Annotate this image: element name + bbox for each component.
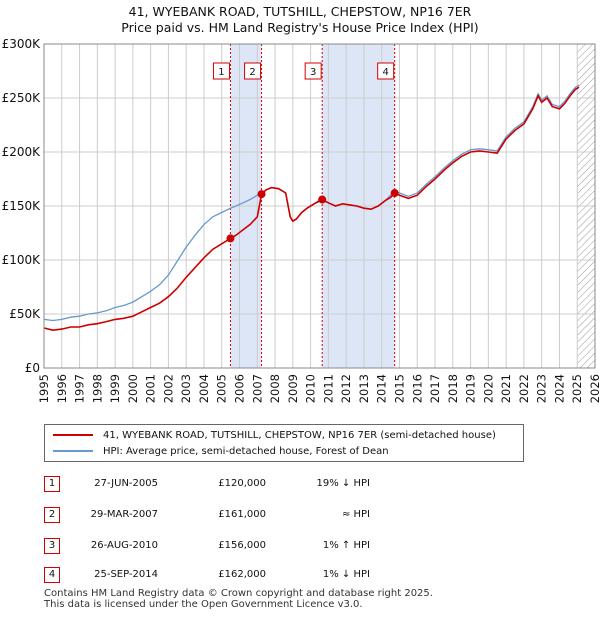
x-tick-label: 2023 [535, 374, 549, 403]
transaction-date: 27-JUN-2005 [94, 478, 158, 489]
footer: Contains HM Land Registry data © Crown c… [44, 588, 433, 610]
transaction-badge: 1 [44, 476, 60, 492]
x-tick-label: 1998 [90, 374, 104, 403]
y-tick-label: £50K [9, 307, 41, 321]
transaction-badge: 4 [44, 567, 60, 583]
x-tick-label: 2002 [161, 374, 175, 403]
x-tick-label: 2011 [321, 374, 335, 403]
legend-entry-property: 41, WYEBANK ROAD, TUTSHILL, CHEPSTOW, NP… [53, 428, 496, 442]
x-tick-label: 2001 [144, 374, 158, 403]
x-tick-label: 2000 [126, 374, 140, 403]
chart-subtitle: Price paid vs. HM Land Registry's House … [121, 20, 479, 35]
sale-badge-label: 3 [310, 67, 316, 78]
y-tick-label: £300K [2, 37, 42, 51]
plot-frame [43, 43, 596, 369]
transaction-price: £162,000 [218, 569, 266, 580]
x-tick-label: 2016 [410, 374, 424, 403]
price-chart: 1 2 3 4 £0 £50K £100K £150K £200K £250K £300K 1995 1… [2, 37, 600, 403]
transaction-row: 2 29-MAR-2007 £161,000 ≈ HPI [0, 505, 600, 527]
y-tick-label: £150K [2, 199, 42, 213]
legend-label-hpi: HPI: Average price, semi-detached house,… [103, 445, 389, 457]
transaction-date: 26-AUG-2010 [90, 540, 158, 551]
x-tick-label: 2020 [481, 374, 495, 403]
sale-badge-label: 2 [249, 67, 255, 78]
x-tick-label: 2015 [392, 374, 406, 403]
transaction-row: 1 27-JUN-2005 £120,000 19% ↓ HPI [0, 474, 600, 496]
transaction-price: £156,000 [218, 540, 266, 551]
x-tick-label: 2014 [375, 374, 389, 403]
y-tick-label: £200K [2, 145, 42, 159]
x-tick-label: 2007 [250, 374, 264, 403]
legend-swatch-property [53, 434, 93, 436]
x-tick-label: 1997 [73, 374, 87, 403]
x-tick-label: 2008 [268, 374, 282, 403]
transaction-row: 3 26-AUG-2010 £156,000 1% ↑ HPI [0, 536, 600, 558]
transaction-hpi-relation: 19% ↓ HPI [316, 478, 370, 489]
x-tick-label: 2022 [517, 374, 531, 403]
sale-badge-label: 1 [218, 67, 224, 78]
sale-badge-box [212, 62, 230, 80]
x-tick-label: 2013 [357, 374, 371, 403]
sale-badge-label: 4 [382, 67, 388, 78]
x-tick-label: 2010 [304, 374, 318, 403]
transaction-date: 29-MAR-2007 [90, 509, 158, 520]
x-tick-label: 2021 [499, 374, 513, 403]
y-tick-label: £250K [2, 91, 42, 105]
x-tick-label: 1996 [55, 374, 69, 403]
x-tick-label: 2003 [179, 374, 193, 403]
transaction-hpi-relation: 1% ↓ HPI [322, 569, 370, 580]
x-tick-label: 2024 [552, 374, 566, 403]
x-tick-label: 2006 [233, 374, 247, 403]
transaction-price: £161,000 [218, 509, 266, 520]
legend: 41, WYEBANK ROAD, TUTSHILL, CHEPSTOW, NP… [44, 424, 524, 462]
y-tick-label: £100K [2, 253, 42, 267]
x-tick-label: 2018 [446, 374, 460, 403]
x-tick-label: 1999 [108, 374, 122, 403]
x-tick-label: 2019 [464, 374, 478, 403]
transaction-badge: 2 [44, 507, 60, 523]
sale-point [390, 189, 399, 198]
sale-point [257, 190, 266, 199]
x-tick-label: 2025 [570, 374, 584, 403]
transaction-row: 4 25-SEP-2014 £162,000 1% ↓ HPI [0, 565, 600, 587]
x-tick-label: 2009 [286, 374, 300, 403]
footer-licence: This data is licensed under the Open Gov… [44, 599, 363, 610]
legend-label-property: 41, WYEBANK ROAD, TUTSHILL, CHEPSTOW, NP… [103, 429, 496, 441]
sale-badge-box [244, 62, 262, 80]
sale-point [318, 195, 327, 204]
legend-entry-hpi: HPI: Average price, semi-detached house,… [53, 444, 389, 458]
x-tick-label: 2004 [197, 374, 211, 403]
x-tick-label: 2017 [428, 374, 442, 403]
footer-copyright: Contains HM Land Registry data © Crown c… [44, 588, 433, 599]
transaction-hpi-relation: ≈ HPI [341, 509, 370, 520]
transaction-badge: 3 [44, 538, 60, 554]
transaction-hpi-relation: 1% ↑ HPI [322, 540, 370, 551]
x-tick-label: 1995 [37, 374, 51, 403]
transaction-price: £120,000 [218, 478, 266, 489]
x-tick-label: 2026 [588, 374, 600, 403]
transaction-date: 25-SEP-2014 [94, 569, 158, 580]
y-tick-label: £0 [25, 361, 40, 375]
x-tick-label: 2012 [339, 374, 353, 403]
sale-badge-box [304, 62, 322, 80]
sale-badge-box [377, 62, 395, 80]
chart-title: 41, WYEBANK ROAD, TUTSHILL, CHEPSTOW, NP… [128, 4, 472, 19]
legend-swatch-hpi [53, 450, 93, 452]
x-tick-label: 2005 [215, 374, 229, 403]
sale-point [226, 234, 235, 243]
